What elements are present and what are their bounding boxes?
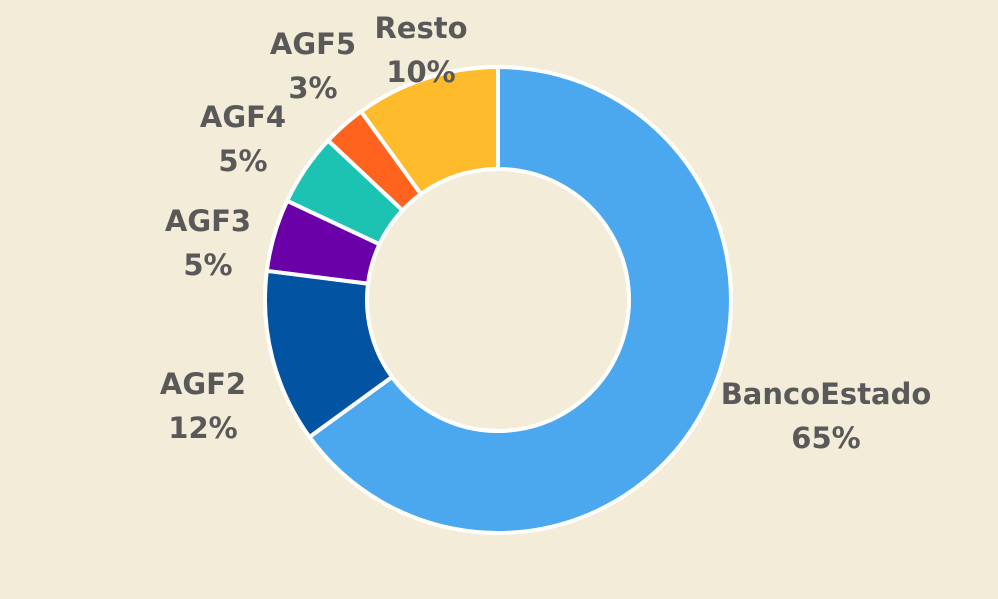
data-label-agf2: AGF2 12% <box>160 362 246 450</box>
label-category: AGF5 <box>269 27 357 61</box>
label-percent: 5% <box>183 248 233 282</box>
label-category: BancoEstado <box>720 377 932 411</box>
label-percent: 10% <box>386 55 456 89</box>
label-percent: 3% <box>288 71 338 105</box>
data-label-resto: Resto 10% <box>374 6 467 94</box>
slice-bancoestado <box>306 64 733 535</box>
label-percent: 5% <box>218 144 268 178</box>
label-percent: 12% <box>168 411 238 445</box>
data-label-agf5: AGF5 3% <box>270 22 356 110</box>
data-label-bancoestado: BancoEstado 65% <box>721 372 932 460</box>
label-category: AGF3 <box>164 204 252 238</box>
data-label-agf3: AGF3 5% <box>165 199 251 287</box>
data-label-agf4: AGF4 5% <box>200 95 286 183</box>
label-percent: 65% <box>791 421 861 455</box>
label-category: AGF2 <box>159 367 247 401</box>
label-category: AGF4 <box>199 100 287 134</box>
label-category: Resto <box>374 11 468 45</box>
slice-resto <box>358 64 500 197</box>
